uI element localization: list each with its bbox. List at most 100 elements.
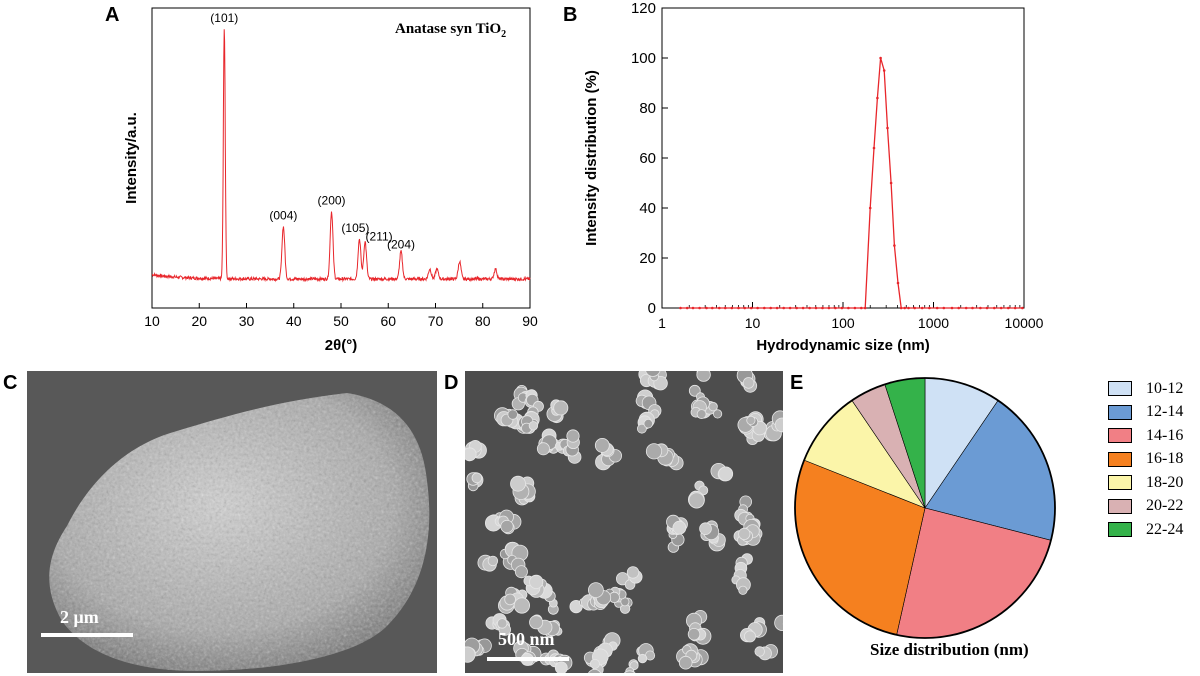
dls-data-point <box>882 69 886 72</box>
dls-data-point <box>942 306 946 310</box>
legend-label: 12-14 <box>1146 403 1184 421</box>
dls-data-point <box>737 306 740 310</box>
dls-data-point <box>821 306 824 310</box>
dls-data-point <box>879 56 882 60</box>
legend-label: 16-18 <box>1146 450 1184 468</box>
panel-label-c: C <box>3 372 18 394</box>
xrd-peak-label: (211) <box>366 230 393 244</box>
dls-y-tick-label: 120 <box>631 0 656 17</box>
legend-item: 12-14 <box>1108 401 1183 425</box>
xrd-peak-label: (204) <box>387 238 415 252</box>
scale-label-c: 2 μm <box>60 607 99 627</box>
legend-item: 22-24 <box>1108 518 1183 542</box>
pie-caption: Size distribution (nm) <box>870 640 1029 659</box>
dls-data-point <box>730 306 734 310</box>
dls-data-point <box>896 281 900 285</box>
xrd-chart: (101) (004) (200) (105)(211)(204) 10 20 30 40 50… <box>123 7 538 354</box>
xrd-plot-frame <box>151 7 531 309</box>
size-pie-chart <box>794 377 1056 639</box>
dls-data-point <box>795 306 798 310</box>
legend-swatch <box>1108 451 1132 467</box>
legend-label: 20-22 <box>1146 497 1184 515</box>
dls-data-point <box>928 306 931 310</box>
xrd-x-tick-label: 10 <box>144 313 160 329</box>
legend-item: 16-18 <box>1108 448 1183 472</box>
dls-data-point <box>750 306 753 310</box>
legend-swatch <box>1108 428 1132 444</box>
dls-data-point <box>679 306 682 310</box>
xrd-x-tick-label: 80 <box>475 313 491 329</box>
dls-data-point <box>1007 306 1010 310</box>
dls-plot-frame <box>661 7 1025 309</box>
xrd-x-tick-label: 20 <box>191 313 207 329</box>
panel-label-a: A <box>105 4 120 26</box>
dls-data-point <box>705 306 708 310</box>
xrd-x-tick-label: 90 <box>522 313 538 329</box>
dls-data-point <box>775 306 779 310</box>
dls-data-point <box>876 96 879 100</box>
dls-data-point <box>718 306 721 310</box>
legend-label: 10-12 <box>1146 379 1184 397</box>
dls-x-tick-label: 1 <box>658 315 666 331</box>
dls-data-point <box>872 146 876 150</box>
dls-data-point <box>847 306 850 310</box>
dls-y-tick-label: 0 <box>648 300 656 317</box>
dls-data-point <box>711 306 714 310</box>
xrd-y-axis-label: Intensity/a.u. <box>123 112 140 204</box>
dls-y-tick-label: 40 <box>639 200 656 217</box>
dls-data-point <box>950 306 954 310</box>
xrd-x-tick-label: 40 <box>286 313 302 329</box>
dls-data-point <box>1021 306 1024 310</box>
legend-swatch <box>1108 404 1132 420</box>
dls-data-point <box>756 306 759 310</box>
legend-label: 18-20 <box>1146 473 1184 491</box>
dls-data-point <box>903 306 906 310</box>
xrd-chart-title: Anatase syn TiO2 <box>395 21 506 40</box>
pie-outline <box>794 377 1056 639</box>
dls-y-tick-label: 20 <box>639 250 656 267</box>
xrd-pattern-line <box>151 29 531 283</box>
dls-data-point <box>827 306 831 310</box>
dls-data-point <box>993 306 996 310</box>
dls-data-point <box>920 306 924 310</box>
dls-data-point <box>907 306 910 310</box>
sem-image-d: 500 nm <box>465 371 783 673</box>
dls-x-tick-label: 100 <box>831 315 855 331</box>
dls-data-point <box>691 306 695 310</box>
dls-data-point <box>814 306 818 310</box>
dls-x-tick-label: 10000 <box>1005 315 1044 331</box>
dls-data-point <box>893 244 896 247</box>
dls-y-tick-label: 60 <box>639 150 656 167</box>
legend-swatch <box>1108 498 1132 514</box>
dls-data-point <box>834 306 837 310</box>
dls-x-tick-label: 10 <box>745 315 761 331</box>
dls-data-point <box>853 306 857 310</box>
dls-series-line <box>680 57 1023 309</box>
xrd-x-tick-label: 70 <box>428 313 444 329</box>
dls-x-tick-label: 1000 <box>918 315 949 331</box>
panel-label-b: B <box>563 4 578 26</box>
dls-data-point <box>868 206 872 210</box>
dls-data-point <box>889 181 893 185</box>
dls-data-point <box>1013 306 1017 310</box>
dls-data-point <box>899 306 903 310</box>
legend-item: 14-16 <box>1108 424 1183 448</box>
legend-label: 22-24 <box>1146 520 1184 538</box>
xrd-peak-label: (200) <box>318 194 346 208</box>
dls-data-point <box>860 306 863 310</box>
dls-data-point <box>964 306 968 310</box>
dls-chart: 1 10 100 1000 10000 0 20 40 60 80 100 120 Hydrodynam… <box>583 0 1044 354</box>
dls-data-point <box>698 306 701 310</box>
legend-label: 14-16 <box>1146 426 1184 444</box>
legend-item: 10-12 <box>1108 377 1183 401</box>
dls-data-point <box>788 306 792 310</box>
dls-x-axis-label: Hydrodynamic size (nm) <box>756 337 929 354</box>
dls-y-axis-label: Intensity distribution (%) <box>583 70 600 246</box>
xrd-x-tick-label: 50 <box>333 313 349 329</box>
dls-data-point <box>957 306 960 310</box>
dls-data-point <box>999 306 1003 310</box>
dls-data-point <box>979 306 982 310</box>
dls-data-point <box>782 306 785 310</box>
scale-bar-d <box>487 657 569 661</box>
legend-item: 18-20 <box>1108 471 1183 495</box>
